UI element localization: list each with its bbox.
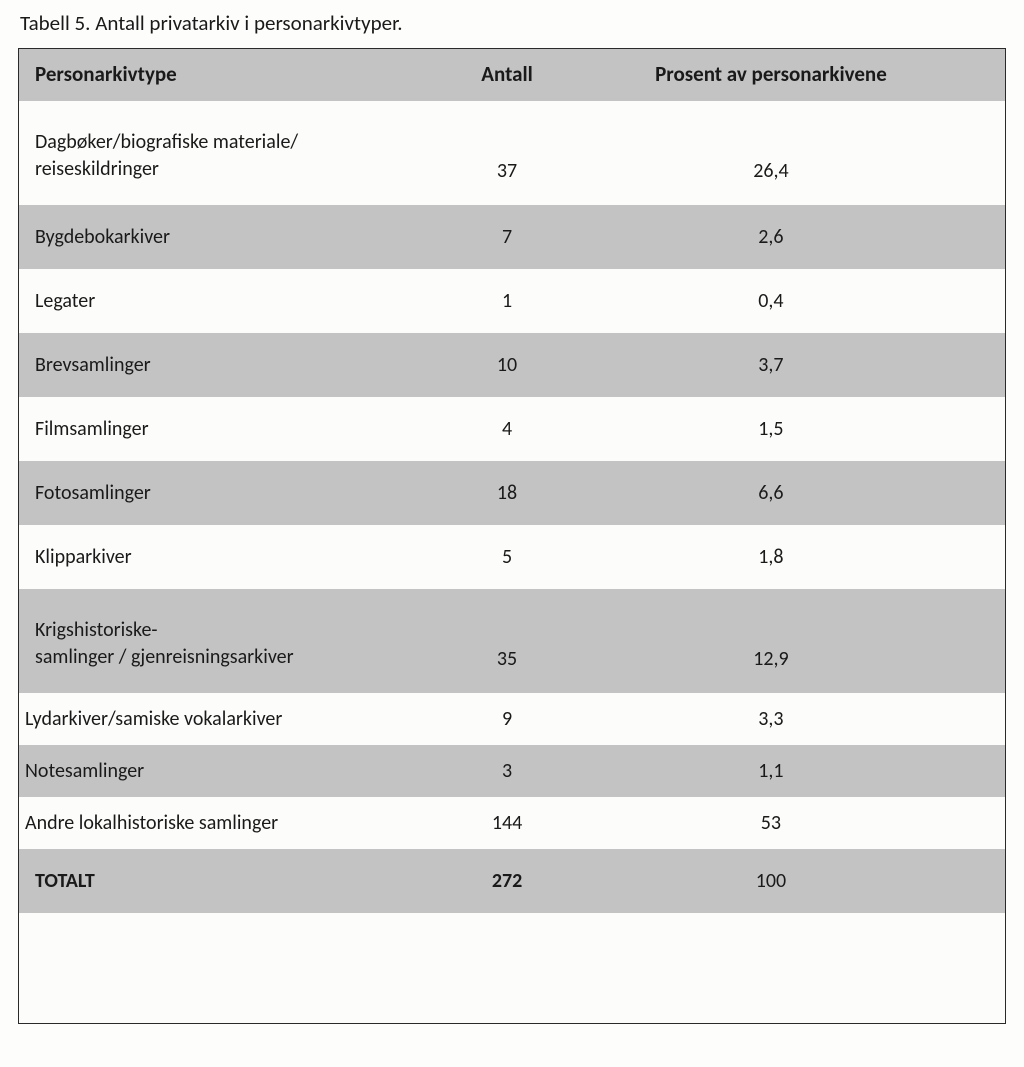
cell-type: Fotosamlinger (19, 461, 423, 525)
cell-antall: 1 (423, 269, 591, 333)
cell-prosent: 26,4 (591, 101, 1005, 205)
archive-table: Personarkivtype Antall Prosent av person… (19, 49, 1005, 913)
cell-antall: 10 (423, 333, 591, 397)
cell-prosent: 3,7 (591, 333, 1005, 397)
cell-type: Legater (19, 269, 423, 333)
cell-prosent: 6,6 (591, 461, 1005, 525)
cell-prosent: 53 (591, 797, 1005, 849)
table-row: Dagbøker/biografiske materiale/reiseskil… (19, 101, 1005, 205)
cell-prosent: 1,8 (591, 525, 1005, 589)
table-total-row: TOTALT272100 (19, 849, 1005, 913)
cell-prosent: 2,6 (591, 205, 1005, 269)
cell-type: Bygdebokarkiver (19, 205, 423, 269)
cell-antall: 18 (423, 461, 591, 525)
cell-type: Krigshistoriske-samlinger / gjenreisning… (19, 589, 423, 693)
table-row: Bygdebokarkiver72,6 (19, 205, 1005, 269)
cell-antall: 4 (423, 397, 591, 461)
table-row: Brevsamlinger103,7 (19, 333, 1005, 397)
header-antall: Antall (423, 49, 591, 101)
table-row: Fotosamlinger186,6 (19, 461, 1005, 525)
table-row: Legater10,4 (19, 269, 1005, 333)
table-row: Notesamlinger31,1 (19, 745, 1005, 797)
total-prosent: 100 (591, 849, 1005, 913)
cell-prosent: 1,5 (591, 397, 1005, 461)
cell-type: Dagbøker/biografiske materiale/reiseskil… (19, 101, 423, 205)
cell-antall: 35 (423, 589, 591, 693)
table-row: Andre lokalhistoriske samlinger14453 (19, 797, 1005, 849)
cell-prosent: 12,9 (591, 589, 1005, 693)
table-caption: Tabell 5. Antall privatarkiv i personark… (18, 10, 1006, 36)
table-container: Personarkivtype Antall Prosent av person… (18, 48, 1006, 1024)
cell-type: Klipparkiver (19, 525, 423, 589)
cell-prosent: 0,4 (591, 269, 1005, 333)
cell-prosent: 3,3 (591, 693, 1005, 745)
cell-type: Andre lokalhistoriske samlinger (19, 797, 423, 849)
table-row: Lydarkiver/samiske vokalarkiver93,3 (19, 693, 1005, 745)
cell-antall: 144 (423, 797, 591, 849)
cell-type: Lydarkiver/samiske vokalarkiver (19, 693, 423, 745)
cell-antall: 37 (423, 101, 591, 205)
table-row: Krigshistoriske-samlinger / gjenreisning… (19, 589, 1005, 693)
cell-antall: 9 (423, 693, 591, 745)
total-label: TOTALT (19, 849, 423, 913)
header-prosent: Prosent av personarkivene (591, 49, 1005, 101)
cell-type: Brevsamlinger (19, 333, 423, 397)
table-header-row: Personarkivtype Antall Prosent av person… (19, 49, 1005, 101)
cell-type: Notesamlinger (19, 745, 423, 797)
cell-type: Filmsamlinger (19, 397, 423, 461)
cell-antall: 3 (423, 745, 591, 797)
total-antall: 272 (423, 849, 591, 913)
table-row: Klipparkiver51,8 (19, 525, 1005, 589)
cell-antall: 5 (423, 525, 591, 589)
cell-prosent: 1,1 (591, 745, 1005, 797)
header-type: Personarkivtype (19, 49, 423, 101)
cell-antall: 7 (423, 205, 591, 269)
table-row: Filmsamlinger41,5 (19, 397, 1005, 461)
